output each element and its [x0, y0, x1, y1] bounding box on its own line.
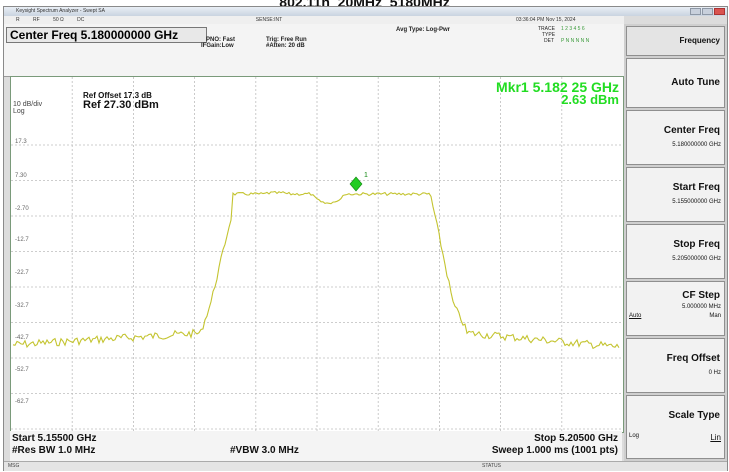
softkey-cf-step-value: 5.000000 MHz [681, 304, 721, 310]
ref-level: Ref 27.30 dBm [83, 99, 159, 111]
softkey-stop-freq[interactable]: Stop Freq 5.205000000 GHz [626, 224, 725, 279]
minimize-button[interactable] [690, 8, 701, 15]
softkey-freq-offset-label: Freq Offset [666, 353, 720, 364]
marker-1: 1 [349, 172, 368, 192]
close-button[interactable] [714, 8, 725, 15]
spectrum-graph: 1 [11, 77, 623, 432]
graticule [11, 77, 623, 432]
softkey-center-freq[interactable]: Center Freq 5.180000000 GHz [626, 110, 725, 165]
y-label: 17.3 [15, 139, 27, 145]
status-label: STATUS [482, 463, 501, 469]
y-label: -22.7 [15, 270, 29, 276]
spectrum-plot[interactable]: 1 10 dB/div Log Ref Offset 17.3 dB Ref 2… [10, 76, 624, 433]
avg-type-setting: Avg Type: Log-Pwr [396, 27, 450, 33]
window-title: Keysight Spectrum Analyzer - Swept SA [16, 8, 105, 14]
softkey-scale-type-label: Scale Type [668, 410, 720, 421]
trace-values: 1 2 3 4 5 6 [561, 26, 585, 32]
y-label: 7.30 [15, 173, 27, 179]
softkey-start-freq-value: 5.155000000 GHz [672, 199, 721, 205]
trace-1 [12, 190, 620, 350]
y-label: -42.7 [15, 335, 29, 341]
trace-label: TRACE [538, 26, 555, 32]
input-status-sense: SENSE:INT [255, 17, 283, 23]
y-label: -52.7 [15, 367, 29, 373]
y-label: -32.7 [15, 303, 29, 309]
marker-1-diamond [349, 176, 363, 192]
softkey-center-freq-value: 5.180000000 GHz [672, 142, 721, 148]
det-label: DET [544, 38, 554, 44]
page-title: 802.11n_20MHz_5180MHz [279, 0, 450, 10]
softkey-scale-type-lin: Lin [710, 433, 721, 442]
softkey-freq-offset[interactable]: Freq Offset 0 Hz [626, 338, 725, 393]
timestamp: 03:36:04 PM Nov 15, 2024 [516, 17, 576, 23]
softkey-cf-step[interactable]: CF Step 5.000000 MHz Auto Man [626, 281, 725, 336]
input-status-impedance: 50 Ω [53, 17, 64, 23]
stop-freq-readout: Stop 5.20500 GHz [534, 433, 618, 444]
start-freq-readout: Start 5.15500 GHz [12, 433, 97, 444]
scale-type-indicator: Log [13, 108, 25, 115]
softkey-stop-freq-value: 5.205000000 GHz [672, 256, 721, 262]
window-controls [690, 8, 725, 15]
vbw-readout: #VBW 3.0 MHz [230, 445, 299, 456]
marker-1-label: 1 [364, 172, 368, 179]
softkey-stop-freq-label: Stop Freq [673, 239, 720, 250]
pno-setting: PNO: Fast [206, 37, 236, 43]
bottom-annotation: Start 5.15500 GHz #Res BW 1.0 MHz #VBW 3… [10, 431, 622, 461]
y-label: -62.7 [15, 399, 29, 405]
marker-freq-readout: Mkr1 5.182 25 GHz [496, 79, 619, 95]
atten-setting: #Atten: 20 dB [266, 43, 305, 49]
softkey-cf-step-man: Man [709, 313, 721, 319]
menu-title-label: Frequency [679, 36, 720, 45]
y-label: -12.7 [15, 237, 29, 243]
y-label: -2.70 [15, 206, 29, 212]
softkey-scale-type[interactable]: Scale Type Log Lin [626, 395, 725, 459]
ref-offset: Ref Offset 17.3 dB [83, 91, 152, 100]
sweep-readout: Sweep 1.000 ms (1001 pts) [491, 445, 618, 456]
status-bar: MSG STATUS [4, 461, 727, 471]
type-label: TYPE [542, 32, 556, 38]
marker-amp-readout: 2.63 dBm [561, 92, 619, 107]
softkey-center-freq-label: Center Freq [663, 125, 720, 136]
softkey-start-freq-label: Start Freq [672, 182, 720, 193]
msg-label: MSG [8, 463, 20, 469]
softkey-cf-step-label: CF Step [682, 290, 720, 301]
title-bar: Keysight Spectrum Analyzer - Swept SA [4, 7, 727, 16]
softkey-start-freq[interactable]: Start Freq 5.155000000 GHz [626, 167, 725, 222]
input-status-rf: RF [33, 17, 40, 23]
scale-per-div: 10 dB/div [13, 101, 43, 108]
res-bw-readout: #Res BW 1.0 MHz [12, 445, 96, 456]
softkey-panel: Frequency Auto Tune Center Freq 5.180000… [624, 24, 727, 461]
input-status-coupling: DC [77, 17, 85, 23]
trig-setting: Trig: Free Run [266, 37, 307, 43]
center-freq-readout[interactable]: Center Freq 5.180000000 GHz [6, 27, 207, 43]
det-values: P N N N N N [561, 38, 590, 44]
maximize-button[interactable] [702, 8, 713, 15]
softkey-cf-step-auto: Auto [629, 313, 642, 319]
menu-title-frequency: Frequency [626, 26, 725, 56]
settings-panel: Center Freq 5.180000000 GHz PNO: Fast IF… [4, 24, 624, 77]
softkey-auto-tune-label: Auto Tune [671, 77, 720, 88]
input-status-r: R [16, 17, 20, 23]
softkey-freq-offset-value: 0 Hz [708, 370, 721, 376]
analyzer-window: Keysight Spectrum Analyzer - Swept SA R … [3, 6, 728, 471]
softkey-auto-tune[interactable]: Auto Tune [626, 58, 725, 108]
ifgain-setting: IFGain:Low [201, 43, 234, 49]
softkey-scale-type-log: Log [629, 433, 640, 439]
